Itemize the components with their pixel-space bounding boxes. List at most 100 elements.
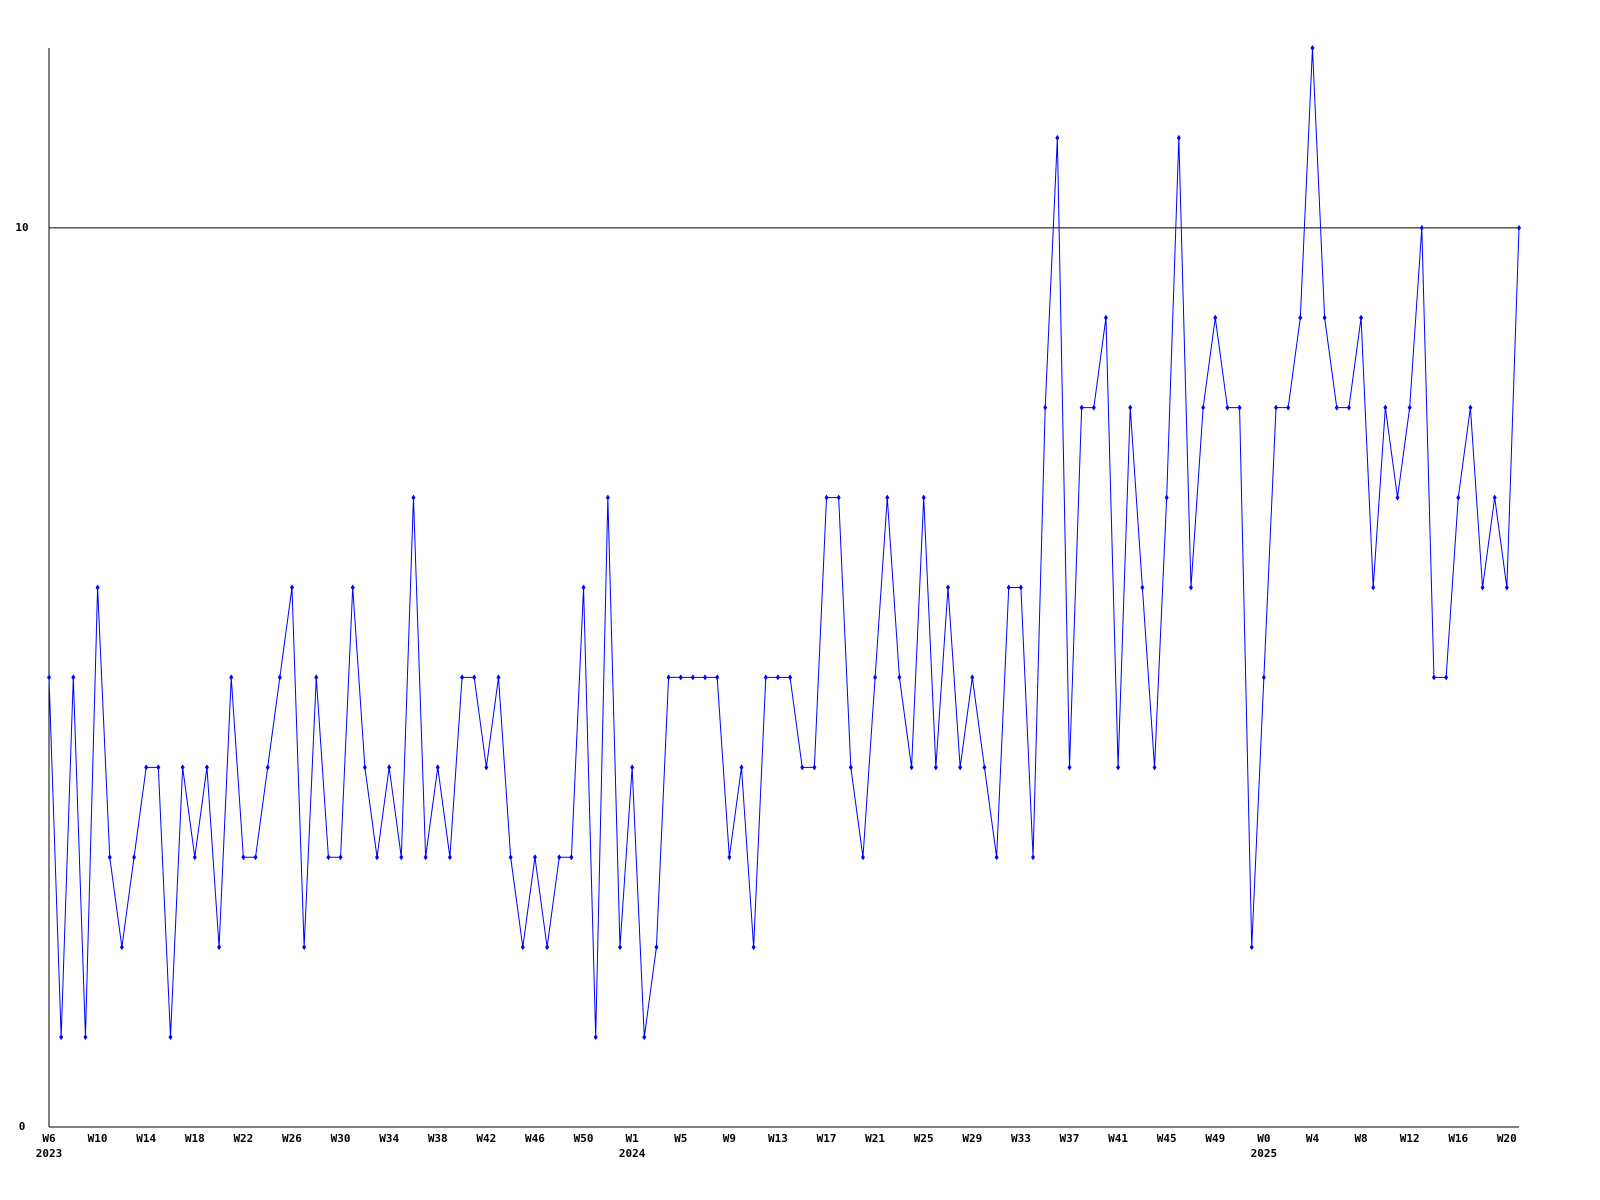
x-tick-label: W5 — [674, 1132, 687, 1145]
data-point — [508, 854, 513, 861]
data-point — [860, 854, 865, 861]
x-tick-label: W46 — [525, 1132, 545, 1145]
data-point — [1395, 494, 1400, 501]
data-point — [1055, 134, 1060, 141]
data-point — [411, 494, 416, 501]
data-point — [933, 764, 938, 771]
data-point — [265, 764, 270, 771]
data-point — [326, 854, 331, 861]
data-point — [1201, 404, 1206, 411]
data-point — [375, 854, 380, 861]
data-point — [423, 854, 428, 861]
data-point — [192, 854, 197, 861]
x-tick-label: W4 — [1306, 1132, 1320, 1145]
data-point — [1517, 224, 1521, 231]
data-point — [946, 584, 951, 591]
data-point — [107, 854, 112, 861]
data-point — [909, 764, 914, 771]
data-point — [897, 674, 902, 681]
data-point — [557, 854, 562, 861]
data-point — [520, 944, 525, 951]
data-point — [1371, 584, 1376, 591]
data-point — [1176, 134, 1181, 141]
data-point — [1249, 944, 1254, 951]
x-tick-label: W50 — [574, 1132, 594, 1145]
x-tick-label: W9 — [723, 1132, 736, 1145]
x-tick-label: W13 — [768, 1132, 788, 1145]
data-point — [204, 764, 209, 771]
data-point — [362, 764, 367, 771]
data-line — [48, 47, 1520, 1038]
data-point — [1298, 314, 1303, 321]
data-point — [217, 944, 222, 951]
data-point — [1103, 314, 1108, 321]
data-point — [496, 674, 501, 681]
data-point — [1480, 584, 1485, 591]
data-point — [1359, 314, 1364, 321]
y-tick-label: 0 — [19, 1120, 26, 1133]
data-point — [1213, 314, 1218, 321]
data-point — [1043, 404, 1048, 411]
data-point — [1456, 494, 1461, 501]
data-point — [1091, 404, 1096, 411]
data-point — [1237, 404, 1242, 411]
data-point — [1383, 404, 1388, 411]
data-point — [144, 764, 149, 771]
data-point — [71, 674, 76, 681]
data-point — [1018, 584, 1023, 591]
data-point — [532, 854, 537, 861]
data-point — [630, 764, 635, 771]
data-point — [800, 764, 805, 771]
data-point — [678, 674, 683, 681]
x-tick-label: W6 — [42, 1132, 56, 1145]
data-point — [119, 944, 124, 951]
x-year-label: 2024 — [619, 1147, 646, 1160]
x-tick-label: W42 — [476, 1132, 496, 1145]
data-point — [1444, 674, 1449, 681]
data-point — [1310, 45, 1315, 51]
data-point — [1164, 494, 1169, 501]
data-point — [1140, 584, 1145, 591]
data-point — [1431, 674, 1436, 681]
data-point — [1286, 404, 1291, 411]
x-tick-label: W49 — [1205, 1132, 1225, 1145]
data-point — [95, 584, 100, 591]
x-tick-label: W33 — [1011, 1132, 1031, 1145]
x-year-label: 2025 — [1251, 1147, 1278, 1160]
data-point — [1116, 764, 1121, 771]
x-tick-label: W30 — [331, 1132, 351, 1145]
x-tick-label: W26 — [282, 1132, 302, 1145]
x-year-label: 2023 — [36, 1147, 63, 1160]
data-point — [1492, 494, 1497, 501]
x-tick-label: W16 — [1448, 1132, 1468, 1145]
x-tick-label: W22 — [233, 1132, 253, 1145]
data-point — [848, 764, 853, 771]
data-point — [775, 674, 780, 681]
data-point — [1031, 854, 1036, 861]
data-point — [47, 674, 51, 681]
data-point — [460, 674, 465, 681]
data-point — [1419, 224, 1424, 231]
data-point — [715, 674, 720, 681]
data-point — [1322, 314, 1327, 321]
data-point — [812, 764, 817, 771]
x-tick-label: W14 — [136, 1132, 156, 1145]
data-point — [690, 674, 695, 681]
x-tick-label: W10 — [88, 1132, 108, 1145]
data-point — [156, 764, 161, 771]
data-point — [1128, 404, 1133, 411]
data-point — [1261, 674, 1266, 681]
data-point — [545, 944, 550, 951]
data-point — [654, 944, 659, 951]
data-point — [168, 1034, 173, 1041]
data-point — [982, 764, 987, 771]
data-point — [59, 1034, 64, 1041]
data-point — [1188, 584, 1193, 591]
data-point — [338, 854, 343, 861]
x-tick-label: W17 — [817, 1132, 837, 1145]
x-tick-label: W29 — [962, 1132, 982, 1145]
x-tick-label: W1 — [626, 1132, 640, 1145]
data-point — [484, 764, 489, 771]
y-tick-label: 10 — [15, 221, 28, 234]
